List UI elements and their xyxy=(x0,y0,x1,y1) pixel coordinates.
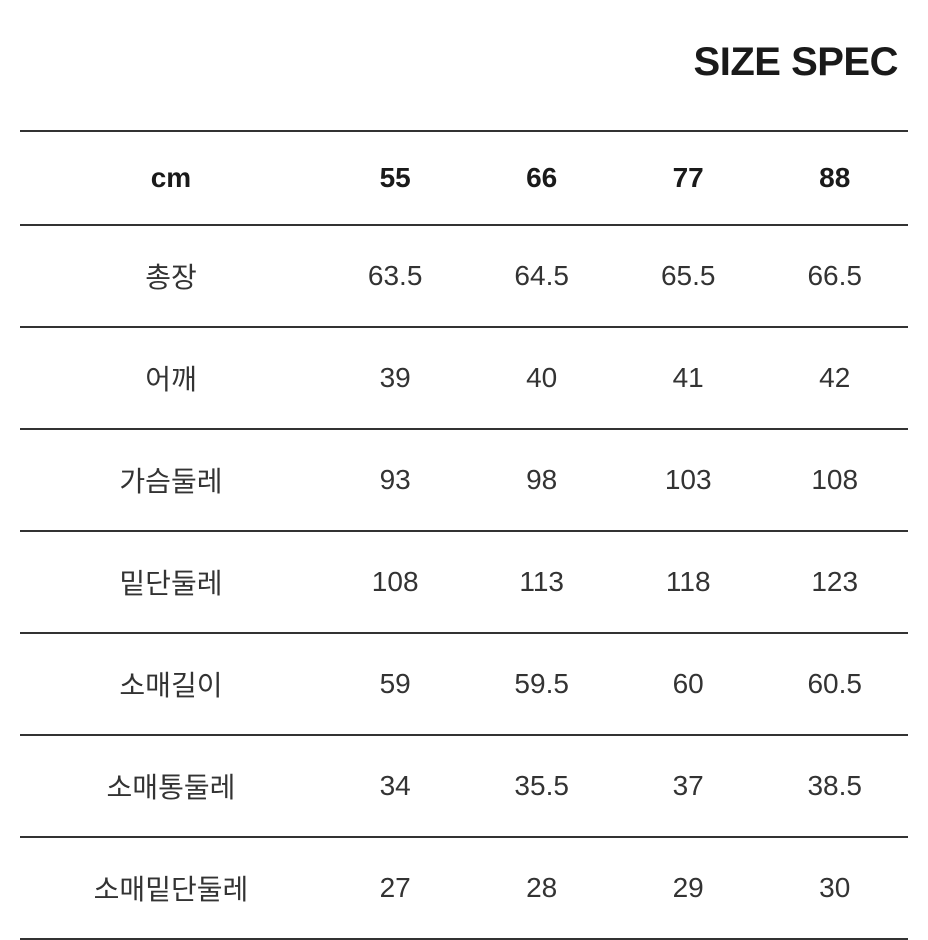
row-label: 소매길이 xyxy=(20,633,322,735)
col-header: 77 xyxy=(615,131,762,225)
page-title: SIZE SPEC xyxy=(20,40,908,85)
row-label: 밑단둘레 xyxy=(20,531,322,633)
cell-value: 42 xyxy=(761,327,908,429)
cell-value: 64.5 xyxy=(468,225,615,327)
table-row: 총장 63.5 64.5 65.5 66.5 xyxy=(20,225,908,327)
cell-value: 98 xyxy=(468,429,615,531)
cell-value: 123 xyxy=(761,531,908,633)
cell-value: 41 xyxy=(615,327,762,429)
row-label: 가슴둘레 xyxy=(20,429,322,531)
col-header: 66 xyxy=(468,131,615,225)
cell-value: 66.5 xyxy=(761,225,908,327)
cell-value: 60 xyxy=(615,633,762,735)
cell-value: 29 xyxy=(615,837,762,939)
cell-value: 108 xyxy=(322,531,469,633)
cell-value: 93 xyxy=(322,429,469,531)
table-header-row: cm 55 66 77 88 xyxy=(20,131,908,225)
cell-value: 108 xyxy=(761,429,908,531)
size-spec-table: cm 55 66 77 88 총장 63.5 64.5 65.5 66.5 어깨… xyxy=(20,130,908,940)
cell-value: 35.5 xyxy=(468,735,615,837)
table-row: 소매밑단둘레 27 28 29 30 xyxy=(20,837,908,939)
table-row: 밑단둘레 108 113 118 123 xyxy=(20,531,908,633)
cell-value: 34 xyxy=(322,735,469,837)
cell-value: 28 xyxy=(468,837,615,939)
row-label: 소매통둘레 xyxy=(20,735,322,837)
cell-value: 40 xyxy=(468,327,615,429)
cell-value: 63.5 xyxy=(322,225,469,327)
cell-value: 113 xyxy=(468,531,615,633)
cell-value: 39 xyxy=(322,327,469,429)
cell-value: 38.5 xyxy=(761,735,908,837)
cell-value: 59.5 xyxy=(468,633,615,735)
table-row: 소매길이 59 59.5 60 60.5 xyxy=(20,633,908,735)
row-label: 총장 xyxy=(20,225,322,327)
cell-value: 27 xyxy=(322,837,469,939)
cell-value: 65.5 xyxy=(615,225,762,327)
cell-value: 37 xyxy=(615,735,762,837)
table-row: 어깨 39 40 41 42 xyxy=(20,327,908,429)
cell-value: 118 xyxy=(615,531,762,633)
col-header: 55 xyxy=(322,131,469,225)
table-row: 가슴둘레 93 98 103 108 xyxy=(20,429,908,531)
col-header: 88 xyxy=(761,131,908,225)
cell-value: 60.5 xyxy=(761,633,908,735)
cell-value: 59 xyxy=(322,633,469,735)
cell-value: 30 xyxy=(761,837,908,939)
cell-value: 103 xyxy=(615,429,762,531)
row-label: 어깨 xyxy=(20,327,322,429)
unit-header: cm xyxy=(20,131,322,225)
table-row: 소매통둘레 34 35.5 37 38.5 xyxy=(20,735,908,837)
row-label: 소매밑단둘레 xyxy=(20,837,322,939)
